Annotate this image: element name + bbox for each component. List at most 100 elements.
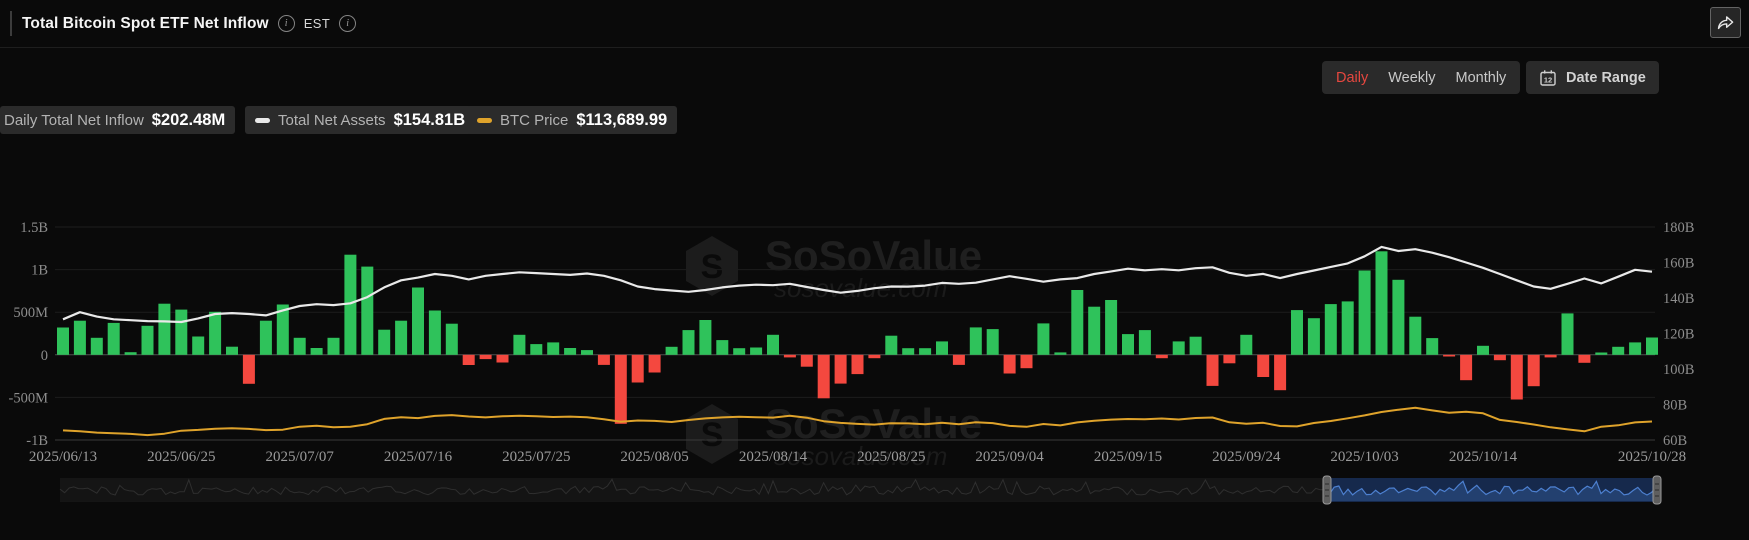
inflow-bar[interactable] — [699, 320, 712, 355]
inflow-bar[interactable] — [310, 348, 323, 355]
info-icon[interactable] — [277, 15, 295, 32]
inflow-bar[interactable] — [969, 327, 982, 355]
inflow-bar[interactable] — [1003, 354, 1016, 374]
inflow-bar[interactable] — [1223, 354, 1236, 364]
inflow-bar[interactable] — [513, 334, 526, 355]
inflow-bar[interactable] — [783, 354, 796, 358]
inflow-bar[interactable] — [1257, 354, 1270, 377]
inflow-bar[interactable] — [1595, 352, 1608, 355]
inflow-bar[interactable] — [1358, 270, 1371, 355]
inflow-bar[interactable] — [1561, 313, 1574, 355]
inflow-bar[interactable] — [631, 354, 644, 383]
inflow-bar[interactable] — [141, 325, 154, 355]
inflow-bar[interactable] — [1578, 354, 1591, 363]
share-button[interactable] — [1710, 7, 1741, 38]
inflow-bar[interactable] — [57, 327, 69, 355]
inflow-bar[interactable] — [192, 336, 205, 355]
inflow-bar[interactable] — [395, 320, 408, 355]
inflow-bar[interactable] — [1054, 352, 1067, 355]
inflow-bar[interactable] — [1443, 354, 1456, 357]
navigator-handle-left[interactable] — [1322, 475, 1332, 505]
inflow-bar[interactable] — [919, 348, 932, 355]
inflow-bar[interactable] — [1409, 316, 1422, 355]
inflow-bar[interactable] — [293, 337, 306, 355]
inflow-bar[interactable] — [412, 287, 424, 355]
inflow-bar[interactable] — [1646, 337, 1658, 355]
inflow-bar[interactable] — [902, 348, 915, 355]
inflow-bar[interactable] — [952, 354, 965, 365]
inflow-bar[interactable] — [496, 354, 509, 363]
inflow-bar[interactable] — [1291, 310, 1303, 355]
inflow-bar[interactable] — [259, 320, 272, 355]
inflow-bar[interactable] — [1138, 330, 1151, 355]
inflow-bar[interactable] — [547, 342, 560, 355]
inflow-bar[interactable] — [665, 346, 678, 355]
inflow-bar[interactable] — [124, 352, 137, 355]
inflow-bar[interactable] — [242, 354, 255, 384]
inflow-bar[interactable] — [462, 354, 475, 365]
inflow-bar[interactable] — [834, 354, 847, 384]
inflow-bar[interactable] — [1324, 304, 1337, 355]
inflow-bar[interactable] — [209, 311, 222, 355]
inflow-bar[interactable] — [936, 341, 948, 355]
inflow-bar[interactable] — [530, 344, 543, 355]
inflow-bar[interactable] — [1105, 300, 1118, 355]
inflow-bar[interactable] — [1510, 354, 1523, 400]
inflow-bar[interactable] — [1527, 354, 1540, 387]
navigator[interactable] — [59, 475, 1662, 505]
inflow-bar[interactable] — [1037, 323, 1050, 355]
inflow-bar[interactable] — [1206, 354, 1219, 386]
inflow-bar[interactable] — [1426, 338, 1439, 355]
inflow-bar[interactable] — [885, 335, 898, 355]
inflow-bar[interactable] — [716, 340, 729, 355]
inflow-bar[interactable] — [428, 310, 441, 355]
inflow-bar[interactable] — [1493, 354, 1506, 361]
legend-chip-net-inflow[interactable]: Daily Total Net Inflow $202.48M — [0, 106, 236, 134]
inflow-bar[interactable] — [851, 354, 864, 375]
inflow-bar[interactable] — [158, 303, 171, 355]
inflow-bar[interactable] — [1477, 345, 1489, 355]
inflow-bar[interactable] — [1071, 290, 1084, 355]
inflow-bar[interactable] — [1172, 341, 1185, 355]
inflow-bar[interactable] — [1155, 354, 1168, 359]
inflow-bar[interactable] — [767, 334, 779, 355]
inflow-bar[interactable] — [276, 304, 289, 355]
inflow-bar[interactable] — [648, 354, 661, 373]
inflow-bar[interactable] — [1122, 334, 1134, 355]
inflow-bar[interactable] — [750, 347, 763, 355]
inflow-bar[interactable] — [1460, 354, 1473, 381]
inflow-bar[interactable] — [800, 354, 813, 367]
inflow-bar[interactable] — [1341, 301, 1354, 355]
inflow-bar[interactable] — [1392, 279, 1405, 355]
inflow-bar[interactable] — [344, 254, 357, 355]
inflow-bar[interactable] — [1088, 306, 1101, 355]
inflow-bar[interactable] — [733, 348, 746, 355]
inflow-bar[interactable] — [1375, 251, 1388, 355]
inflow-bar[interactable] — [1240, 334, 1253, 355]
navigator-handle-right[interactable] — [1652, 475, 1662, 505]
inflow-bar[interactable] — [1544, 354, 1557, 358]
inflow-bar[interactable] — [378, 329, 391, 355]
inflow-bar[interactable] — [479, 354, 492, 360]
inflow-bar[interactable] — [226, 346, 238, 355]
inflow-bar[interactable] — [817, 354, 830, 399]
date-range-button[interactable]: 12 Date Range — [1526, 61, 1659, 94]
tab-weekly[interactable]: Weekly — [1388, 69, 1436, 86]
inflow-bar[interactable] — [682, 330, 695, 355]
inflow-bar[interactable] — [597, 354, 610, 365]
inflow-bar[interactable] — [986, 329, 999, 355]
inflow-bar[interactable] — [1274, 354, 1287, 391]
inflow-bar[interactable] — [868, 354, 881, 359]
inflow-bar[interactable] — [90, 337, 103, 355]
inflow-bar[interactable] — [175, 309, 188, 355]
inflow-bar[interactable] — [564, 348, 577, 355]
inflow-bar[interactable] — [1020, 354, 1033, 369]
inflow-bar[interactable] — [327, 337, 340, 355]
inflow-bar[interactable] — [1612, 346, 1625, 355]
inflow-bar[interactable] — [581, 350, 593, 355]
legend-chip-btc-price[interactable]: BTC Price $113,689.99 — [467, 106, 678, 134]
inflow-bar[interactable] — [614, 354, 627, 424]
tab-monthly[interactable]: Monthly — [1455, 69, 1507, 86]
tab-daily[interactable]: Daily — [1336, 69, 1369, 86]
inflow-bar[interactable] — [361, 266, 374, 355]
